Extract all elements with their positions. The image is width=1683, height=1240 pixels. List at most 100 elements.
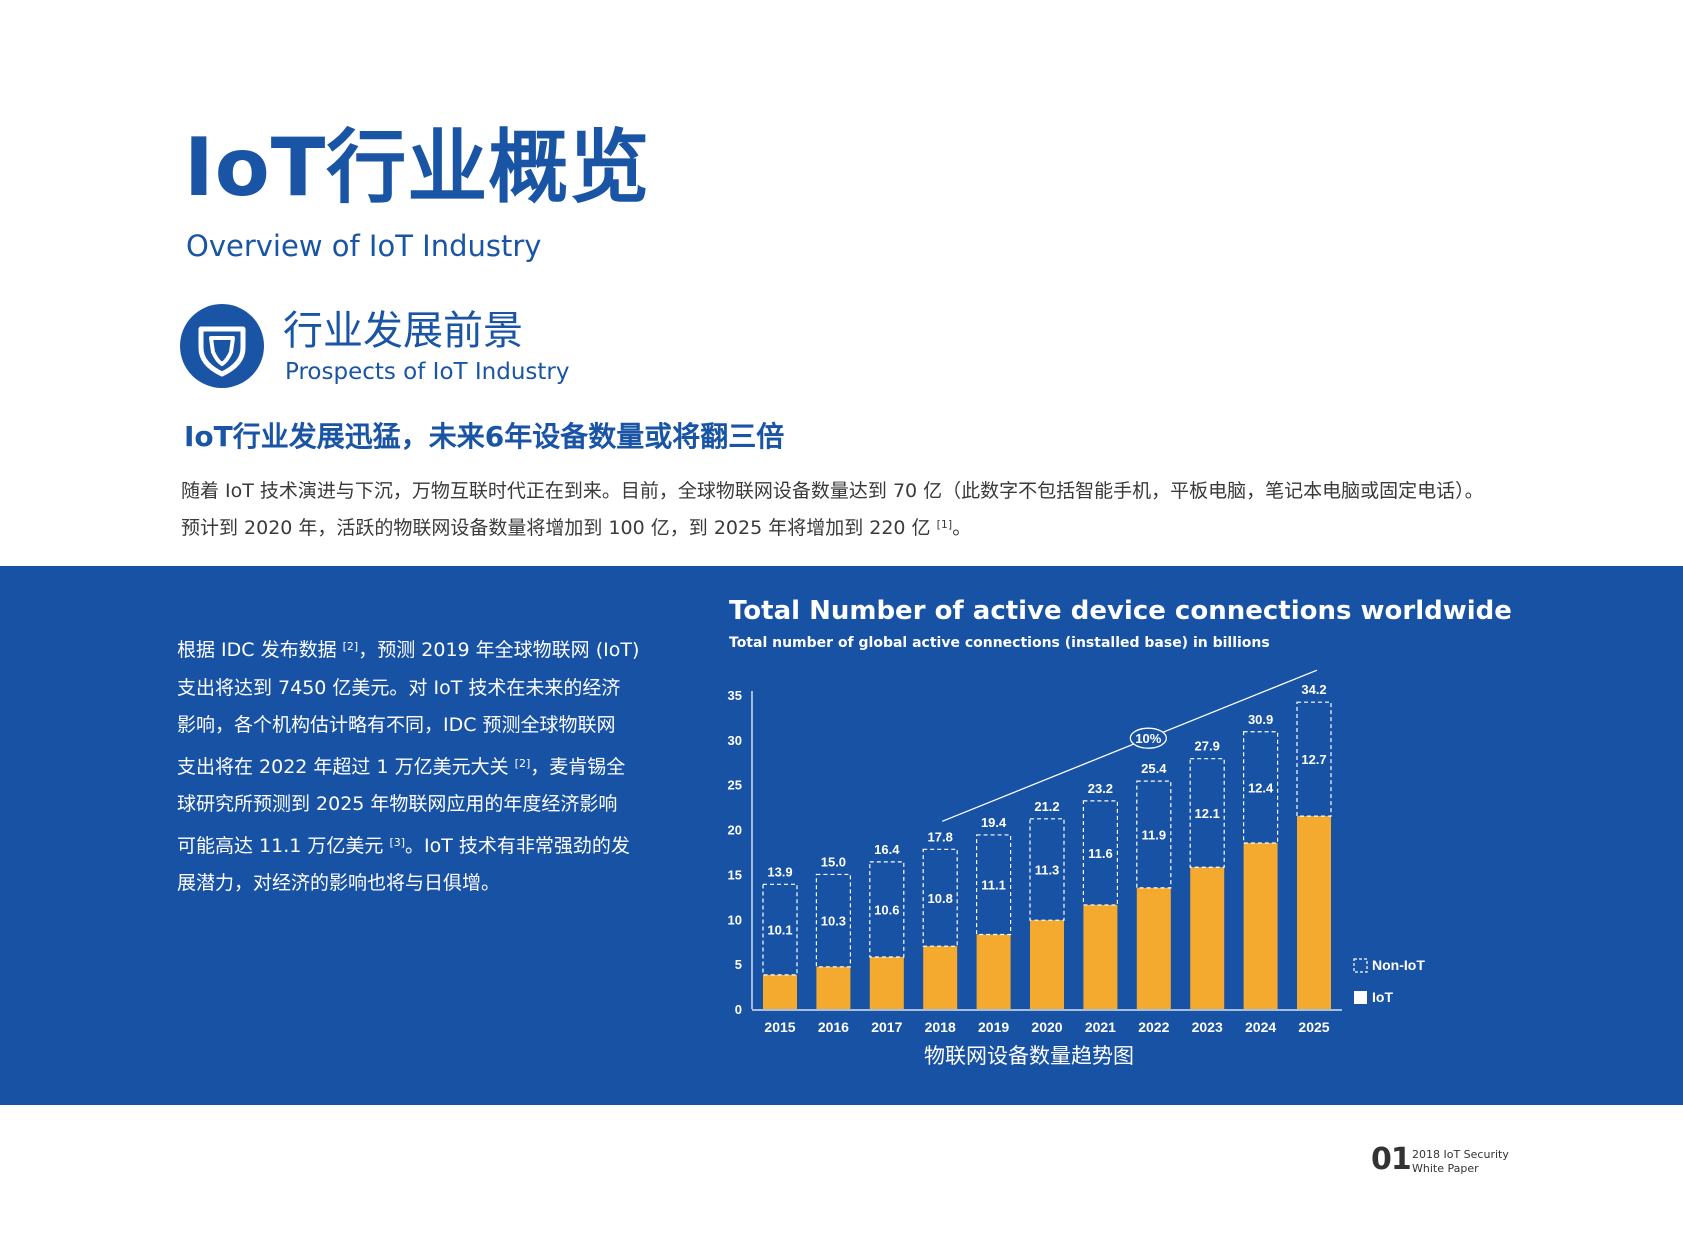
band-line-6: 可能高达 11.1 万亿美元 [3]。IoT 技术有非常强劲的发: [177, 824, 630, 866]
x-tick-label: 2021: [1085, 1019, 1116, 1035]
y-tick-label: 15: [728, 867, 742, 882]
intro-line-2-end: 。: [952, 517, 972, 539]
non-iot-bar: [1136, 780, 1172, 889]
non-iot-bar: [1029, 818, 1065, 921]
iot-bar: [869, 956, 904, 1009]
band-line-1-end: ，预测 2019 年全球物联网 (IoT): [358, 639, 640, 661]
intro-line-2-text: 预计到 2020 年，活跃的物联网设备数量将增加到 100 亿，到 2025 年…: [181, 517, 931, 539]
non-iot-value-label: 11.3: [1035, 862, 1060, 877]
legend-non-iot-swatch: [1353, 958, 1368, 973]
section-badge: [180, 304, 264, 388]
x-tick-label: 2019: [978, 1019, 1009, 1035]
x-tick-label: 2023: [1192, 1019, 1223, 1035]
x-tick-label: 2017: [871, 1019, 902, 1035]
trend-label: 10%: [1135, 731, 1161, 746]
iot-bar: [763, 974, 797, 1009]
iot-bar: [816, 966, 851, 1009]
total-label: 21.2: [1034, 799, 1059, 814]
iot-bar: [1297, 816, 1331, 1009]
band-line-7: 展潜力，对经济的影响也将与日俱增。: [177, 872, 501, 894]
trend-line: [941, 669, 1318, 822]
band-paragraph: 根据 IDC 发布数据 [2]，预测 2019 年全球物联网 (IoT) 支出将…: [177, 628, 639, 903]
non-iot-value-label: 12.7: [1301, 752, 1326, 767]
trend-label-bubble: [1129, 727, 1167, 749]
y-tick-label: 20: [728, 823, 742, 838]
y-tick-label: 5: [735, 957, 742, 972]
y-tick-label: 10: [728, 912, 742, 927]
non-iot-value-label: 11.1: [981, 878, 1006, 893]
x-tick-label: 2020: [1031, 1019, 1062, 1035]
total-label: 25.4: [1141, 761, 1167, 776]
non-iot-bar: [975, 834, 1012, 936]
total-label: 17.8: [928, 829, 953, 844]
y-tick-label: 30: [728, 733, 742, 748]
chart-subtitle: Total number of global active connection…: [729, 635, 1270, 651]
intro-paragraph: 随着 IoT 技术演进与下沉，万物互联时代正在到来。目前，全球物联网设备数量达到…: [181, 474, 1511, 545]
total-label: 16.4: [874, 842, 900, 857]
total-label: 34.2: [1301, 682, 1326, 697]
non-iot-value-label: 12.1: [1195, 806, 1220, 821]
band-line-1: 根据 IDC 发布数据 [2]，预测 2019 年全球物联网 (IoT): [177, 628, 639, 670]
iot-bar: [1136, 887, 1171, 1009]
iot-bar: [976, 934, 1011, 1009]
legend-iot-swatch: [1354, 991, 1367, 1004]
reference-1[interactable]: [1]: [936, 518, 953, 531]
iot-bar: [1190, 867, 1225, 1009]
iot-bar: [1083, 904, 1118, 1009]
shield-icon: [198, 326, 246, 377]
x-tick-label: 2024: [1245, 1019, 1276, 1035]
band-line-6-text: 可能高达 11.1 万亿美元: [177, 834, 384, 857]
section-subtitle: Prospects of IoT Industry: [285, 359, 570, 385]
non-iot-value-label: 10.1: [767, 923, 792, 938]
band-line-1-text: 根据 IDC 发布数据: [177, 639, 337, 661]
footer-doc-subtitle: White Paper: [1412, 1162, 1479, 1175]
y-tick-label: 35: [728, 688, 742, 703]
band-line-4: 支出将在 2022 年超过 1 万亿美元大关 [2]，麦肯锡全: [177, 745, 627, 787]
total-label: 15.0: [821, 854, 846, 869]
reference-2[interactable]: [2]: [342, 640, 359, 653]
non-iot-bar: [1242, 731, 1279, 844]
non-iot-value-label: 10.3: [821, 914, 846, 929]
x-tick-label: 2018: [925, 1019, 956, 1035]
footer-doc-title: 2018 IoT Security: [1412, 1148, 1509, 1161]
band-line-5: 球研究所预测到 2025 年物联网应用的年度经济影响: [177, 793, 618, 815]
chart-band: [0, 566, 1683, 1105]
page-number: 01: [1371, 1142, 1412, 1177]
section-title: 行业发展前景: [283, 308, 523, 354]
x-tick-label: 2022: [1138, 1019, 1169, 1035]
non-iot-value-label: 10.6: [874, 902, 899, 917]
non-iot-bar: [869, 861, 905, 958]
headline: IoT行业发展迅猛，未来6年设备数量或将翻三倍: [184, 420, 785, 453]
chart-caption: 物联网设备数量趋势图: [924, 1044, 1134, 1068]
non-iot-value-label: 11.9: [1142, 828, 1167, 843]
non-iot-value-label: 11.6: [1088, 846, 1113, 861]
band-line-4-end: ，麦肯锡全: [530, 755, 626, 778]
iot-bar: [1030, 920, 1064, 1009]
legend-iot-label: IoT: [1372, 989, 1393, 1005]
total-label: 19.4: [981, 815, 1007, 830]
band-line-2: 支出将达到 7450 亿美元。对 IoT 技术在未来的经济: [177, 676, 621, 699]
intro-line-1: 随着 IoT 技术演进与下沉，万物互联时代正在到来。目前，全球物联网设备数量达到…: [181, 480, 1484, 502]
total-label: 30.9: [1248, 712, 1273, 727]
non-iot-bar: [815, 873, 852, 968]
x-tick-label: 2025: [1298, 1019, 1329, 1035]
non-iot-bar: [1296, 701, 1332, 817]
x-tick-label: 2015: [764, 1019, 795, 1035]
iot-bar: [1243, 843, 1278, 1009]
y-tick-label: 0: [735, 1002, 742, 1017]
reference-3[interactable]: [3]: [389, 835, 406, 849]
intro-line-2: 预计到 2020 年，活跃的物联网设备数量将增加到 100 亿，到 2025 年…: [181, 508, 1511, 545]
iot-bar: [923, 946, 958, 1009]
non-iot-bar: [1189, 758, 1225, 868]
non-iot-bar: [762, 883, 798, 976]
x-tick-label: 2016: [818, 1019, 849, 1035]
total-label: 13.9: [767, 864, 792, 879]
page-subtitle: Overview of IoT Industry: [186, 229, 542, 263]
band-line-4-text: 支出将在 2022 年超过 1 万亿美元大关: [177, 755, 509, 778]
y-tick-label: 25: [728, 778, 742, 793]
non-iot-bar: [1082, 800, 1119, 906]
reference-2b[interactable]: [2]: [514, 756, 531, 770]
legend-non-iot-label: Non-IoT: [1372, 957, 1425, 973]
band-line-3: 影响，各个机构估计略有不同，IDC 预测全球物联网: [177, 714, 616, 736]
